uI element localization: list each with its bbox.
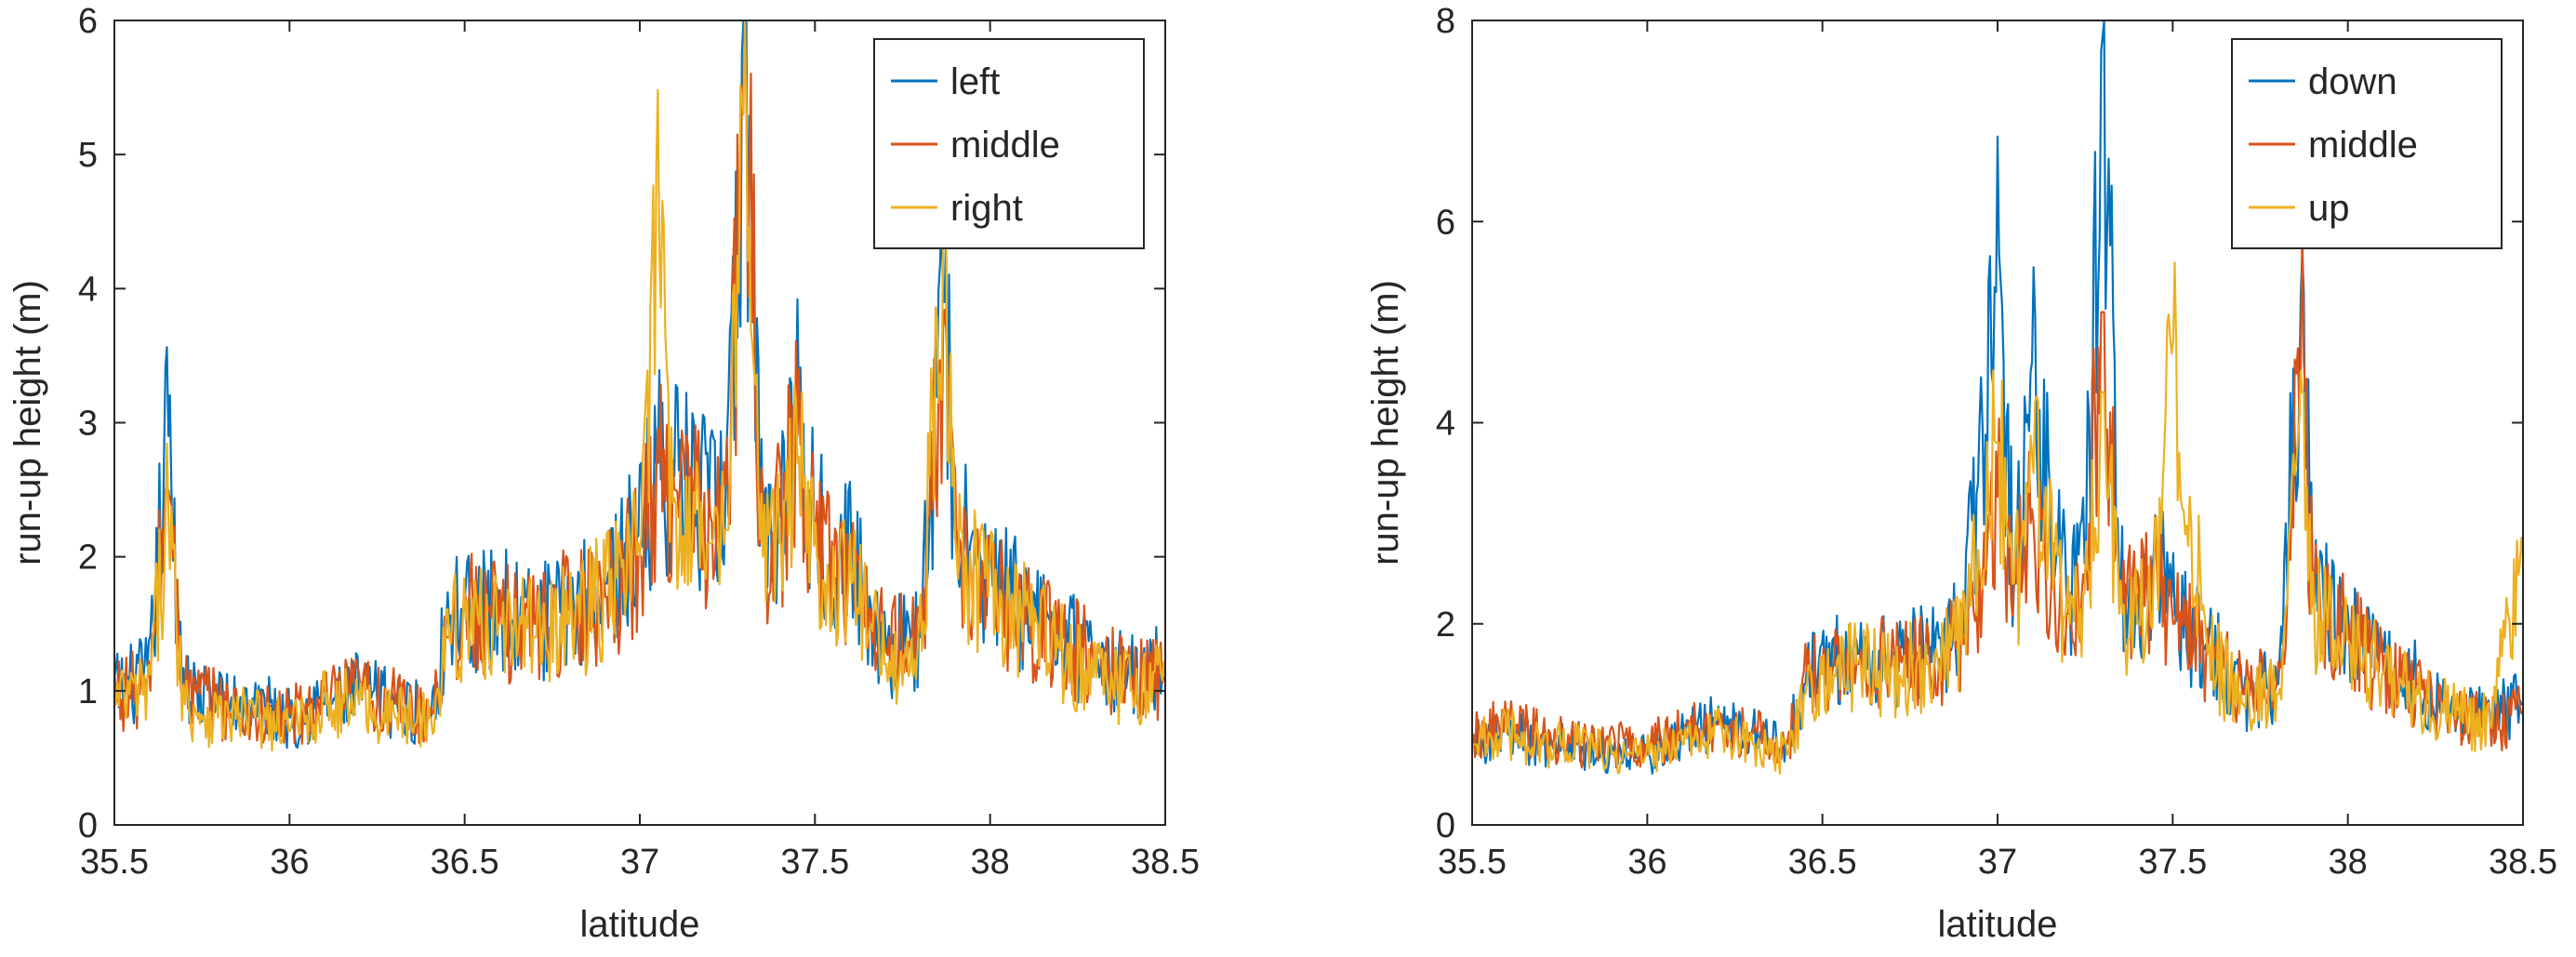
x-tick-label: 36.5: [431, 843, 499, 882]
legend-box: [873, 38, 1145, 249]
x-tick-label: 37.5: [2138, 843, 2207, 882]
legend: left middle right: [873, 38, 1145, 249]
x-tick-label: 37: [1978, 843, 2017, 882]
y-tick-label: 0: [1436, 806, 1455, 845]
x-tick-label: 36.5: [1788, 843, 1857, 882]
x-tick-label: 35.5: [1438, 843, 1507, 882]
chart-panel-1: 35.5 36 36.5 37 37.5 38 38.5 0 1 2 3 4 5 6 latitude run…: [7, 2, 1200, 945]
x-tick-label: 38.5: [2489, 843, 2557, 882]
y-axis-label: run-up height (m): [7, 280, 48, 565]
chart-panel-2: 35.5 36 36.5 37 37.5 38 38.5 0 2 4 6 8 latitude run-u…: [1365, 2, 2557, 945]
y-axis-label: run-up height (m): [1365, 280, 1406, 565]
y-tick-label: 0: [78, 806, 98, 845]
y-tick-label: 2: [1436, 605, 1455, 645]
y-tick-label: 4: [78, 270, 98, 309]
x-tick-label: 37: [620, 843, 659, 882]
y-tick-label: 8: [1436, 2, 1455, 41]
y-tick-label: 3: [78, 405, 98, 444]
x-axis-label: latitude: [1938, 904, 2058, 945]
y-tick-label: 6: [78, 2, 98, 41]
x-tick-label: 38: [2329, 843, 2368, 882]
y-tick-label: 4: [1436, 405, 1455, 444]
series-line-right: [114, 20, 1165, 752]
series-line-up: [1472, 261, 2523, 775]
legend-label-middle: middle: [950, 125, 1060, 166]
legend-label-down: down: [2308, 61, 2397, 102]
x-tick-label: 37.5: [780, 843, 849, 882]
legend: down middle up: [2231, 38, 2503, 249]
y-tick-label: 2: [78, 538, 98, 578]
x-tick-label: 38.5: [1131, 843, 1200, 882]
x-axis-label: latitude: [580, 904, 700, 945]
x-tick-label: 36: [270, 843, 309, 882]
y-tick-label: 6: [1436, 203, 1455, 242]
legend-label-middle: middle: [2308, 125, 2418, 166]
x-tick-label: 38: [971, 843, 1010, 882]
y-tick-label: 5: [78, 136, 98, 175]
legend-label-right: right: [950, 188, 1023, 229]
y-tick-label: 1: [78, 672, 98, 711]
legend-label-up: up: [2308, 188, 2350, 229]
x-tick-label: 36: [1627, 843, 1666, 882]
legend-label-left: left: [950, 61, 1000, 102]
x-tick-label: 35.5: [80, 843, 149, 882]
